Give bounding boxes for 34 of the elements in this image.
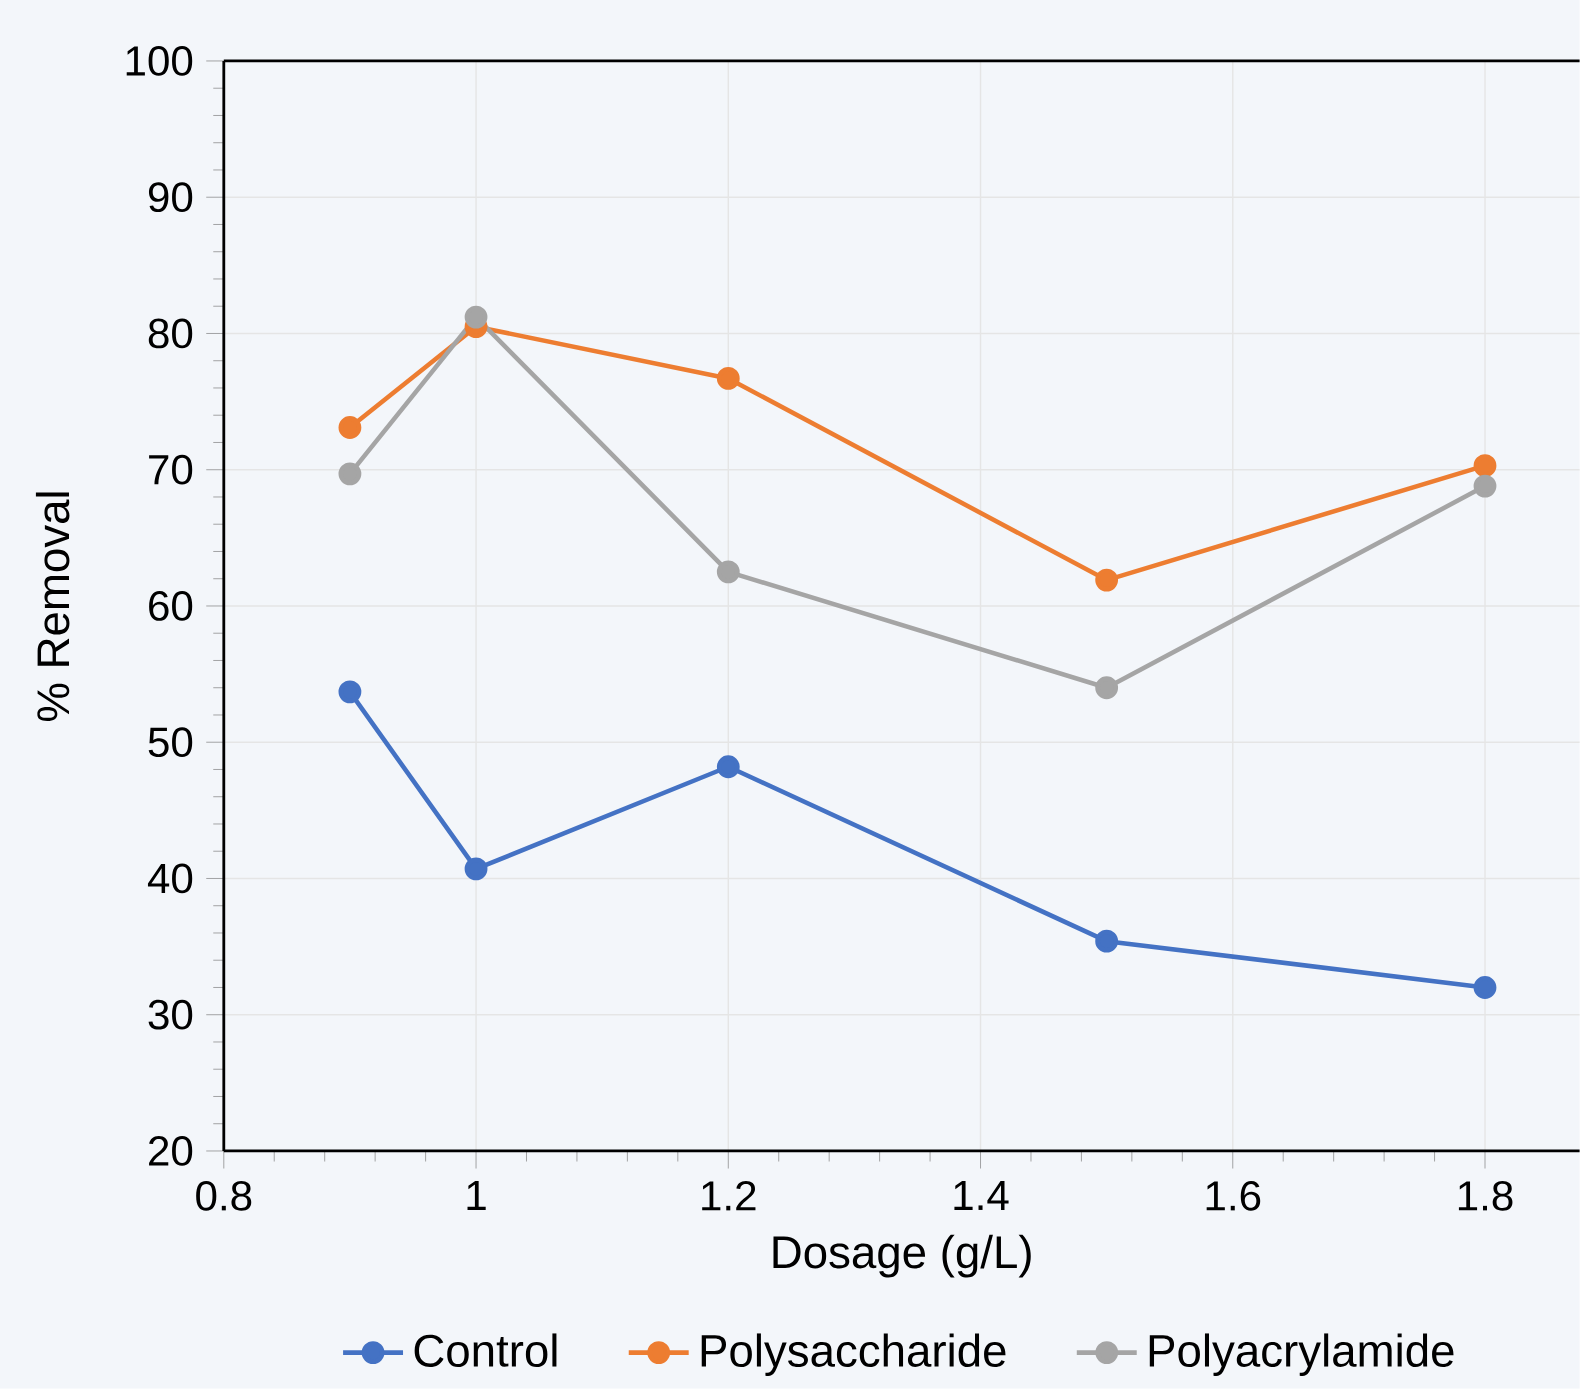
point bbox=[1095, 568, 1119, 592]
x-tick-label: 1.4 bbox=[954, 1181, 1009, 1211]
point bbox=[1095, 929, 1119, 953]
x-tick-label: 1.6 bbox=[1206, 1181, 1261, 1211]
point bbox=[1473, 474, 1497, 498]
y-tick-label: 60 bbox=[149, 591, 193, 621]
point bbox=[1473, 976, 1497, 999]
legend-label: Control bbox=[414, 1333, 557, 1368]
point bbox=[338, 680, 362, 704]
point bbox=[1095, 676, 1119, 700]
y-axis-title: % Removal bbox=[35, 492, 70, 722]
point bbox=[716, 367, 740, 390]
y-tick-label: 20 bbox=[149, 1136, 193, 1166]
point bbox=[464, 305, 488, 329]
point bbox=[1473, 454, 1497, 478]
point bbox=[716, 560, 740, 584]
point bbox=[338, 416, 362, 439]
x-tick-label: 1.2 bbox=[702, 1181, 756, 1211]
y-tick-label: 50 bbox=[148, 727, 193, 758]
y-tick-label: 100 bbox=[126, 46, 193, 76]
x-tick-label: 0.8 bbox=[196, 1181, 252, 1211]
y-tick-label: 80 bbox=[148, 318, 193, 349]
y-tick-label: 90 bbox=[148, 182, 193, 213]
y-tick-label: 70 bbox=[149, 454, 193, 485]
point bbox=[716, 755, 740, 779]
y-tick-label: 30 bbox=[148, 999, 193, 1030]
x-tick-label: 1.8 bbox=[1458, 1181, 1513, 1211]
x-axis-title: Dosage (g/L) bbox=[773, 1234, 1031, 1278]
point bbox=[338, 462, 362, 486]
legend-label: Polyacrylamide bbox=[1149, 1333, 1454, 1377]
legend-label: Polysaccharide bbox=[701, 1333, 1006, 1377]
y-tick-label: 40 bbox=[147, 863, 193, 894]
point bbox=[464, 857, 488, 881]
x-tick-label: 1 bbox=[467, 1181, 486, 1211]
